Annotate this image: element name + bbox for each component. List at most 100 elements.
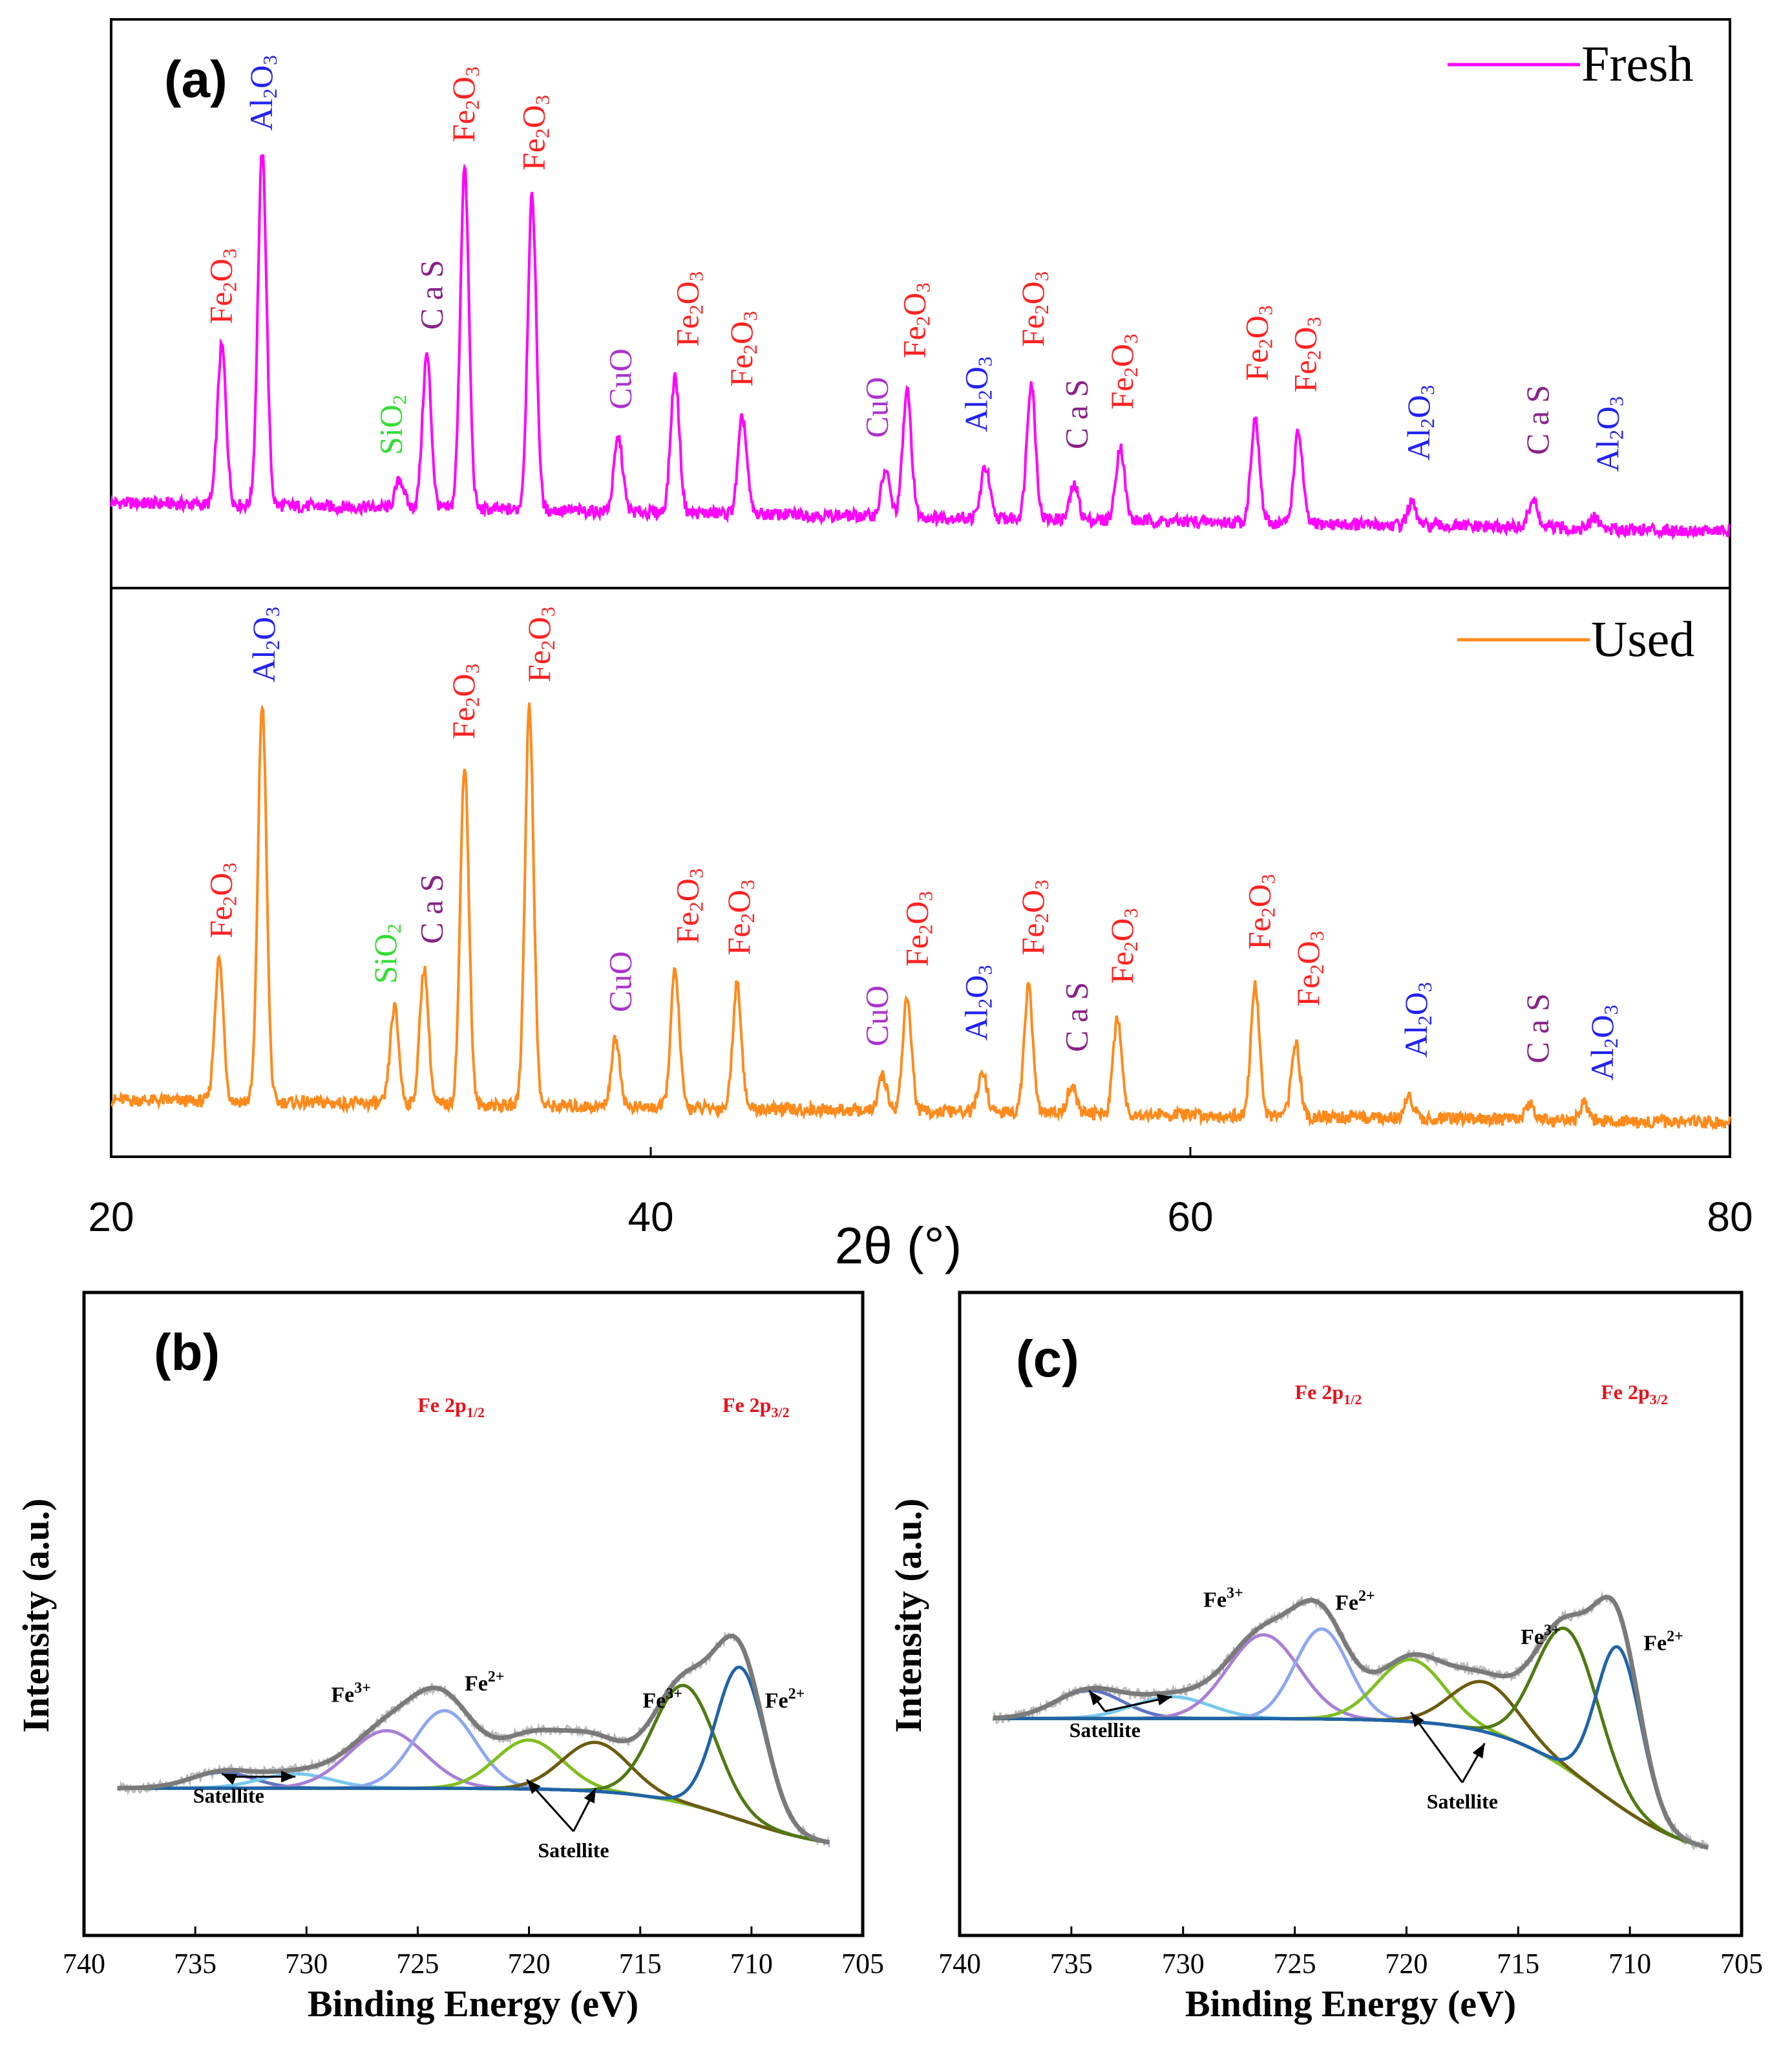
oxidation-state-label: Fe2+ [465, 1669, 505, 1696]
peak-label: CuO [858, 985, 894, 1046]
peak-label: C a S [1058, 379, 1094, 449]
x-tick-label: 725 [1274, 1948, 1316, 1979]
x-tick-label: 715 [1497, 1948, 1539, 1979]
legend-fresh-label: Fresh [1581, 36, 1693, 92]
peak-label: Fe2O3 [899, 891, 937, 967]
peak-label: Al2O3 [243, 55, 281, 131]
panel-c-x-label: Binding Energy (eV) [1185, 1983, 1516, 2025]
x-tick-label: 725 [396, 1948, 439, 1979]
oxidation-state-label: Fe2+ [765, 1686, 805, 1713]
panel-c-y-label: Intensity (a.u.) [887, 1499, 929, 1733]
peak-label: CuO [858, 377, 894, 437]
x-tick-label: 705 [1720, 1948, 1763, 1979]
oxidation-state-label: Fe3+ [1203, 1585, 1243, 1612]
peak-label: Fe2O3 [896, 282, 934, 358]
satellite-arrow [1410, 1711, 1464, 1784]
x-tick-label: 710 [1608, 1948, 1651, 1979]
x-axis-label: 2θ (°) [835, 1217, 962, 1274]
oxidation-state-label: Fe2+ [1335, 1588, 1375, 1615]
panel-c-label: (c) [1016, 1330, 1079, 1387]
panel-c-x-ticks: 740 735 730 725 720 715 710 705 [938, 1926, 1763, 1979]
peak-label: Fe2O3 [1104, 908, 1142, 984]
x-tick-label: 40 [627, 1194, 673, 1240]
used-series [110, 702, 1731, 1131]
satellite-arrowhead [1411, 1712, 1424, 1727]
fit-component [117, 1665, 830, 1844]
x-tick-label: 20 [88, 1194, 134, 1240]
panel-a-frame-bottom [110, 587, 1731, 1158]
peak-label: Fe2O3 [446, 67, 484, 142]
peak-label: Fe2O3 [203, 863, 241, 938]
panel-a-label: (a) [164, 50, 227, 108]
satellite-arrowhead [584, 1788, 596, 1804]
x-tick-label: 730 [285, 1948, 328, 1979]
x-tick-label: 720 [508, 1948, 551, 1979]
region-label: Fe 2p1/2 [1295, 1380, 1362, 1407]
x-tick-label: 735 [174, 1948, 216, 1979]
satellite-label: Satellite [538, 1839, 609, 1862]
peak-label: C a S [1058, 982, 1094, 1052]
x-tick-label: 710 [730, 1948, 773, 1979]
panel-c: (c) Fe 2p1/2 Fe 2p3/2 Fe3+ Fe2+ Fe3+ Fe2+ Sate… [887, 1291, 1763, 2025]
legend-used: Used [1457, 611, 1694, 667]
x-axis-ticks: 20 40 60 80 [88, 1147, 1753, 1240]
peak-label: Fe2O3 [721, 880, 759, 955]
x-tick-label: 715 [619, 1948, 662, 1979]
x-tick-label: 60 [1167, 1194, 1213, 1240]
peak-label: CuO [602, 951, 638, 1012]
oxidation-state-label: Fe3+ [642, 1686, 682, 1713]
panel-c-frame [958, 1291, 1744, 1937]
region-label: Fe 2p3/2 [1601, 1380, 1668, 1407]
satellite-arrowhead [1472, 1743, 1485, 1759]
peak-label: Fe2O3 [1239, 305, 1277, 381]
xrd-trace-used [110, 702, 1731, 1131]
peak-label: Fe2O3 [1015, 271, 1053, 347]
peak-label: Al2O3 [958, 965, 996, 1040]
x-tick-label: 740 [938, 1948, 981, 1979]
legend-used-label: Used [1591, 611, 1694, 667]
panel-b: (b) Fe 2p1/2 Fe 2p3/2 Fe3+ Fe2+ Fe3+ Fe2+ Sate… [15, 1291, 884, 2025]
peak-label: Al2O3 [1401, 385, 1439, 461]
panel-b-frame [82, 1291, 865, 1937]
xrd-trace-fresh [110, 154, 1731, 541]
peak-label: Fe2O3 [1015, 880, 1053, 955]
peak-label: SiO2 [367, 923, 405, 984]
panel-b-label: (b) [154, 1323, 220, 1381]
peak-label: Al2O3 [1398, 982, 1436, 1058]
peak-label: Fe2O3 [516, 95, 554, 171]
peak-label: C a S [413, 260, 449, 330]
panel-b-x-ticks: 740 735 730 725 720 715 710 705 [63, 1926, 884, 1979]
satellite-arrowhead [527, 1779, 541, 1795]
peak-label: Fe2O3 [521, 607, 559, 682]
satellite-label: Satellite [1427, 1789, 1498, 1813]
peak-label: Fe2O3 [1290, 931, 1328, 1006]
peak-label: Al2O3 [1590, 396, 1628, 472]
panel-c-plot: Fe 2p1/2 Fe 2p3/2 Fe3+ Fe2+ Fe3+ Fe2+ Satellit… [992, 1380, 1709, 1851]
peak-label: Fe2O3 [1104, 333, 1142, 409]
peak-label: CuO [602, 348, 638, 409]
peak-label: SiO2 [373, 395, 411, 455]
peak-label: Al2O3 [958, 357, 996, 432]
legend-fresh: Fresh [1448, 36, 1693, 92]
oxidation-state-label: Fe3+ [1521, 1622, 1561, 1649]
oxidation-state-label: Fe2+ [1643, 1628, 1683, 1656]
peak-label: Al2O3 [1584, 1005, 1622, 1080]
peak-label: Fe2O3 [1287, 317, 1325, 392]
oxidation-state-label: Fe3+ [331, 1680, 371, 1707]
peak-label: C a S [1519, 993, 1555, 1063]
peak-label: Al2O3 [246, 607, 284, 682]
panel-b-y-label: Intensity (a.u.) [15, 1499, 57, 1733]
peak-label: C a S [1519, 385, 1555, 455]
region-label: Fe 2p1/2 [417, 1393, 485, 1420]
satellite-label: Satellite [1070, 1718, 1141, 1742]
x-tick-label: 740 [63, 1948, 105, 1979]
fit-envelope [993, 1594, 1709, 1850]
satellite-arrowhead [1157, 1694, 1172, 1706]
satellite-arrowhead [1089, 1691, 1102, 1705]
x-tick-label: 735 [1050, 1948, 1093, 1979]
region-label: Fe 2p3/2 [722, 1393, 790, 1420]
